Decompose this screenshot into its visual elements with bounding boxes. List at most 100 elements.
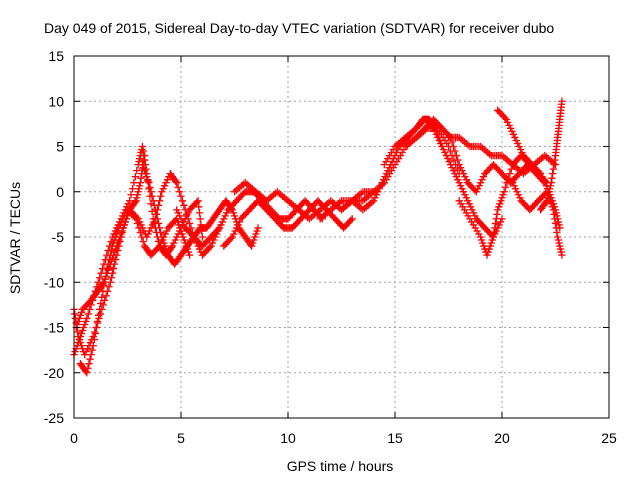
data-point [195,245,204,253]
data-point [94,278,102,286]
data-point [87,351,95,359]
x-tick-label: 15 [387,430,403,446]
data-point [434,130,442,139]
data-point [181,206,189,214]
data-point [478,236,486,244]
data-point [143,233,151,241]
data-point [85,360,93,368]
data-point [135,157,143,166]
data-point [109,265,118,273]
data-point [230,212,239,220]
data-point [198,233,207,241]
y-tick-label: -25 [44,410,64,426]
data-point [462,194,470,202]
data-point [148,192,156,200]
data-point [548,203,556,211]
data-point [556,245,565,253]
data-point [454,176,462,184]
data-point [107,257,116,265]
data-point [100,278,108,286]
data-point [86,355,94,363]
data-point [131,173,139,181]
y-tick-label: 10 [48,93,64,109]
data-point [157,192,165,200]
data-point [130,179,138,187]
data-point [93,317,102,326]
data-point [476,233,485,241]
data-point [544,191,553,199]
data-point [452,151,460,160]
data-point [135,154,144,163]
data-point [195,209,204,217]
data-point [83,369,91,377]
x-tick-label: 0 [70,430,78,446]
data-point [548,174,556,182]
data-point [487,239,495,247]
data-point [195,203,203,211]
data-point [504,118,512,127]
data-point [187,224,195,232]
data-point [485,245,493,253]
data-point [82,317,90,326]
data-point [511,185,520,193]
data-point [556,242,564,250]
data-point [545,188,553,196]
data-point [479,239,487,247]
data-point [89,341,97,350]
data-point [461,173,469,181]
data-point [221,212,229,220]
data-point [479,173,488,181]
data-point [73,328,82,336]
data-point [149,197,157,205]
data-point [154,219,163,228]
data-point [546,185,554,193]
data-point [119,224,127,232]
y-tick-label: 15 [48,48,64,64]
data-point [90,335,98,344]
x-tick-label: 25 [601,430,617,446]
data-point [543,197,551,205]
data-point [503,179,511,187]
data-point [163,248,171,256]
x-tick-label: 10 [280,430,296,446]
data-point [489,233,498,241]
data-point [184,215,192,223]
data-point [102,292,110,300]
y-tick-label: 5 [56,139,64,155]
data-point [158,233,166,241]
data-point [551,219,560,228]
data-point [127,191,135,199]
data-point [516,194,524,202]
data-point [140,156,148,164]
x-axis-label: GPS time / hours [287,458,394,474]
data-point [132,197,140,205]
data-point [468,206,476,214]
data-point [478,176,486,184]
data-point [115,236,123,244]
data-point [465,200,473,208]
data-point [138,142,147,151]
axis-layer: 0 5 10 15 20 25 -25 -20 -15 -10 -5 0 5 10 15 [44,48,617,446]
data-point [444,154,452,163]
data-point [105,263,113,271]
data-point [455,179,463,187]
data-point [183,210,191,219]
data-point [247,242,256,250]
data-point [177,192,185,200]
data-point [92,323,101,332]
y-tick-label: -10 [44,274,64,290]
data-layer [70,97,566,377]
data-point [77,308,86,317]
data-point [459,170,468,178]
data-point [459,188,468,196]
series-track-17 [536,97,566,214]
data-point [81,351,89,359]
data-point [432,124,440,133]
data-point [348,215,356,223]
data-point [75,314,83,323]
data-point [185,251,194,259]
data-point [506,170,514,178]
data-point [488,236,497,244]
data-point [551,215,559,223]
data-point [544,194,552,202]
